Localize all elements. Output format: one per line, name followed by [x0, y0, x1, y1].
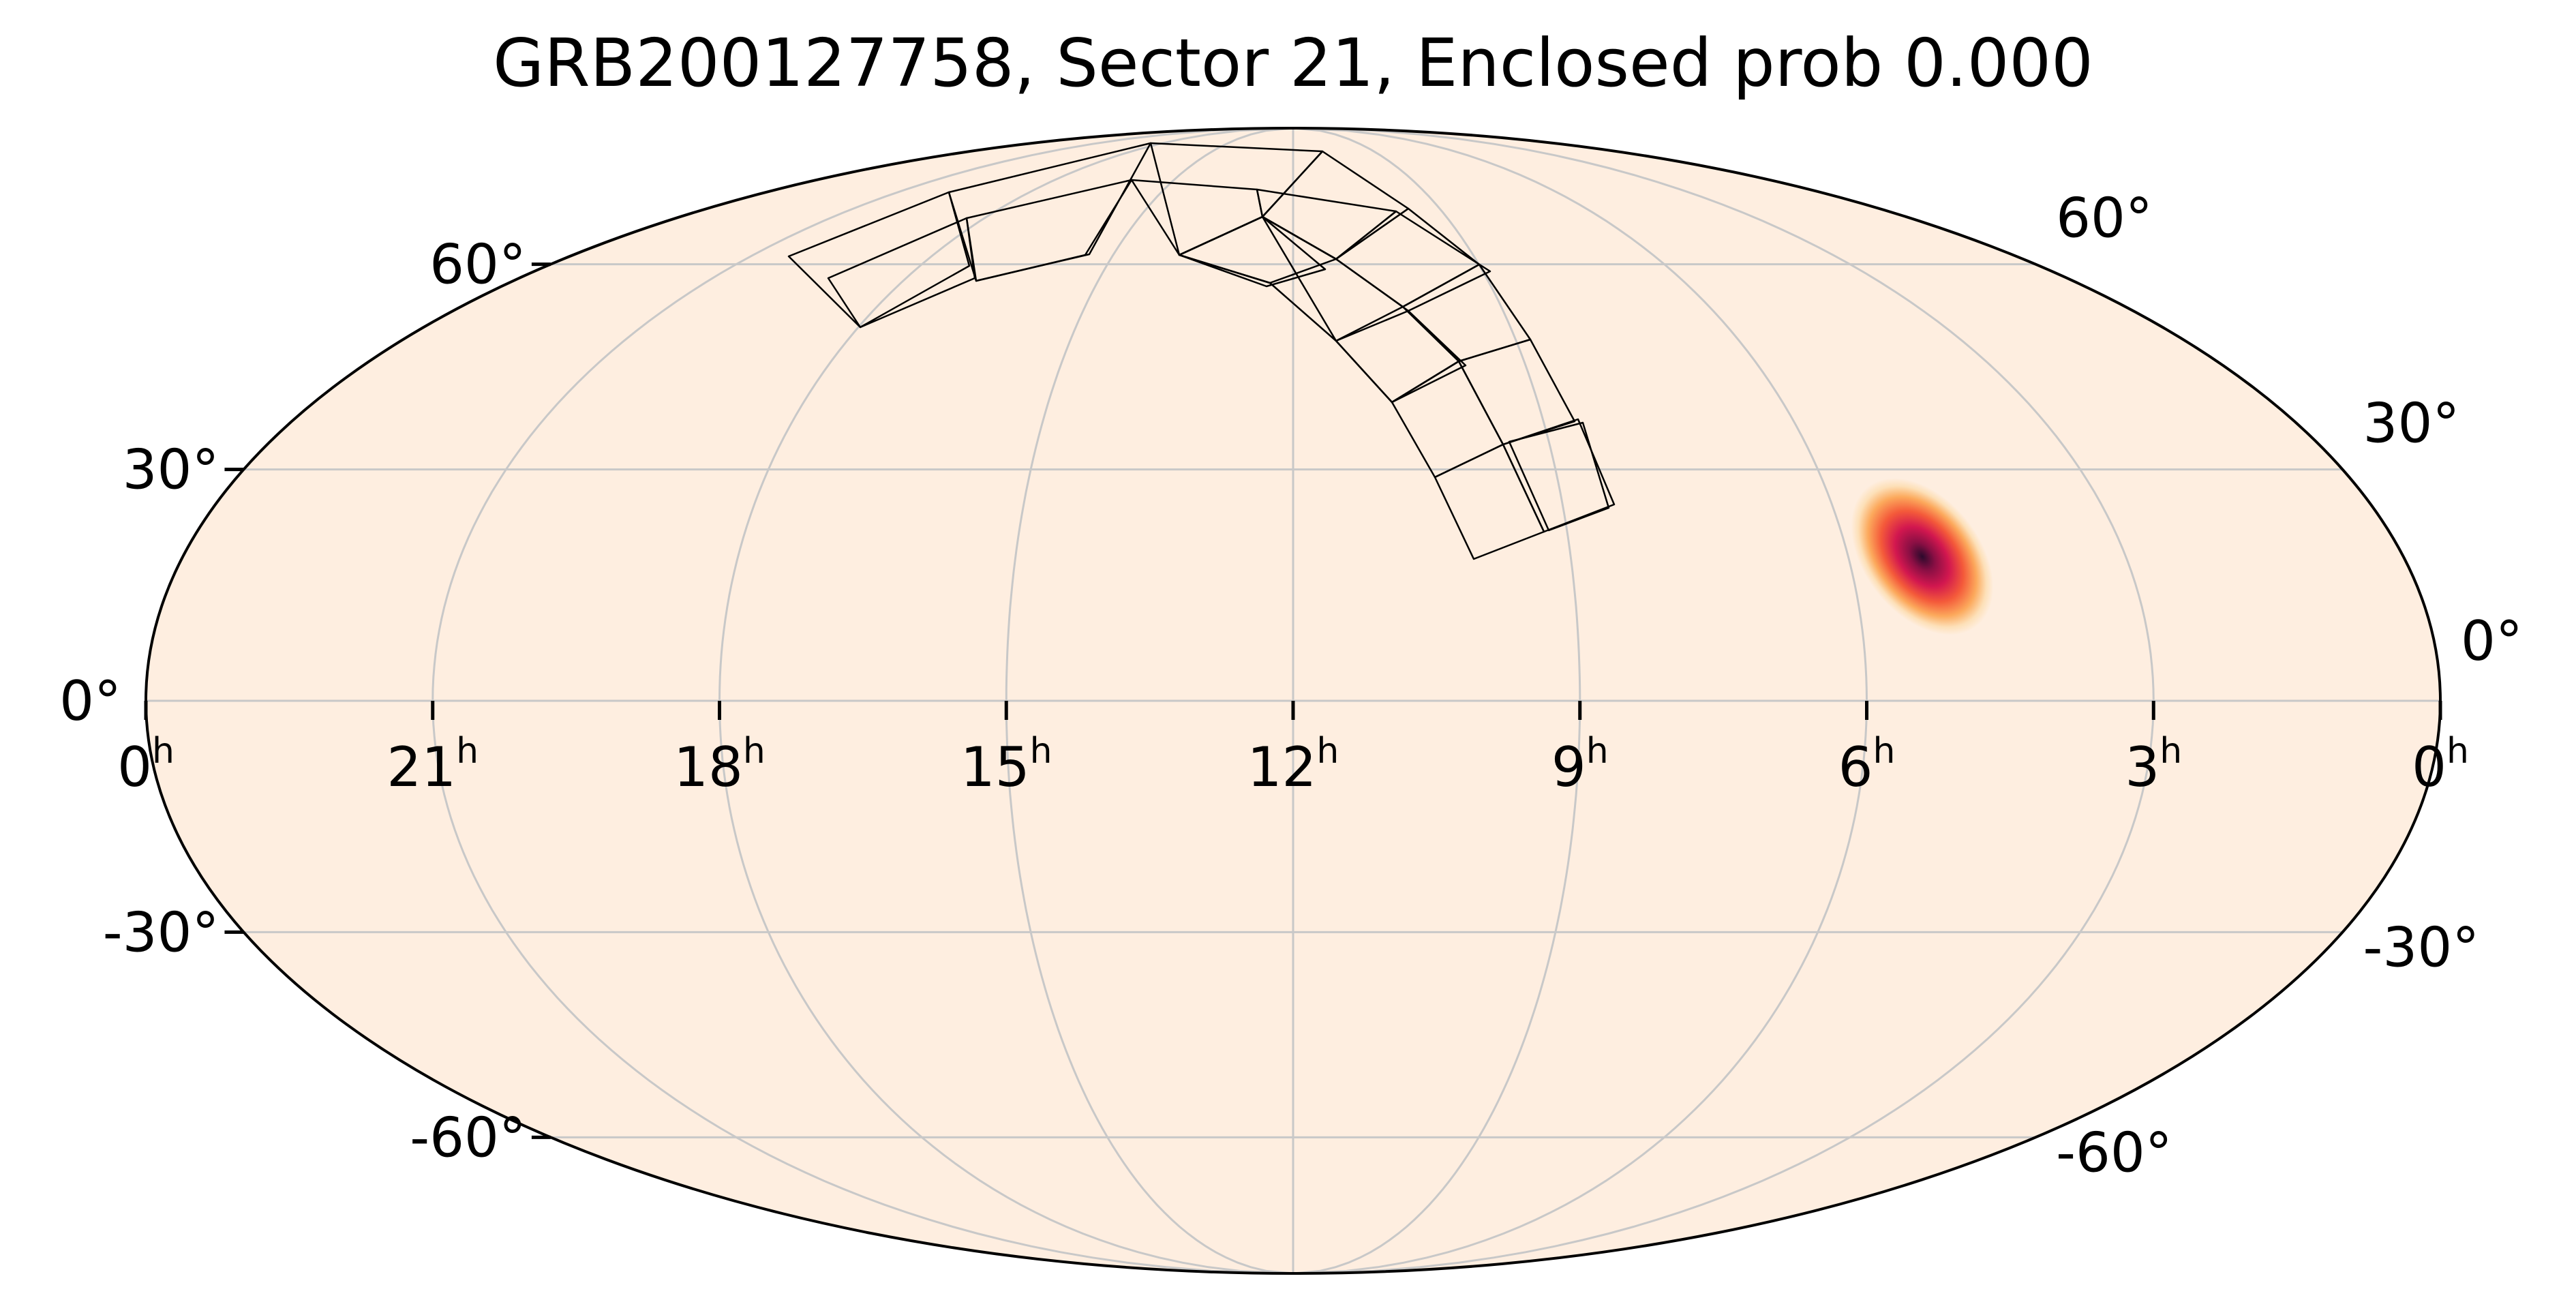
- ra-unit: h: [2446, 731, 2469, 772]
- ra-unit: h: [1586, 731, 1609, 772]
- dec-label-right: -30°: [2363, 916, 2480, 979]
- dec-label-left: 60°: [429, 233, 526, 297]
- ra-unit: h: [2160, 731, 2182, 772]
- dec-label-right: 60°: [2056, 187, 2153, 250]
- localization-hotspot: [1851, 478, 1994, 635]
- ra-label: 6h: [1838, 731, 1896, 799]
- camera-footprint: [1508, 421, 1610, 532]
- ra-unit: h: [152, 731, 175, 772]
- camera-footprint: [965, 179, 1133, 282]
- dec-label-right: -60°: [2056, 1121, 2172, 1184]
- ra-unit: h: [456, 731, 479, 772]
- ra-unit: h: [1873, 731, 1895, 772]
- camera-footprint: [1335, 309, 1467, 404]
- ra-unit: h: [743, 731, 766, 772]
- dec-label-right: 30°: [2363, 392, 2460, 455]
- plot-title: GRB200127758, Sector 21, Enclosed prob 0…: [493, 25, 2093, 102]
- tess-sector-footprints: [787, 142, 1616, 560]
- dec-label-left: -30°: [103, 901, 219, 964]
- camera-footprint: [948, 142, 1152, 282]
- dec-label-left: 30°: [123, 438, 219, 502]
- axis-ticks: [144, 262, 2442, 1139]
- camera-footprint: [787, 191, 971, 329]
- ra-label: 0h: [2412, 731, 2469, 799]
- dec-label-left: -60°: [410, 1106, 526, 1169]
- ra-unit: h: [1030, 731, 1052, 772]
- camera-footprint: [1502, 418, 1616, 533]
- dec-label-left: 0°: [59, 669, 121, 733]
- ra-unit: h: [1316, 731, 1339, 772]
- dec-label-right: 0°: [2461, 609, 2523, 673]
